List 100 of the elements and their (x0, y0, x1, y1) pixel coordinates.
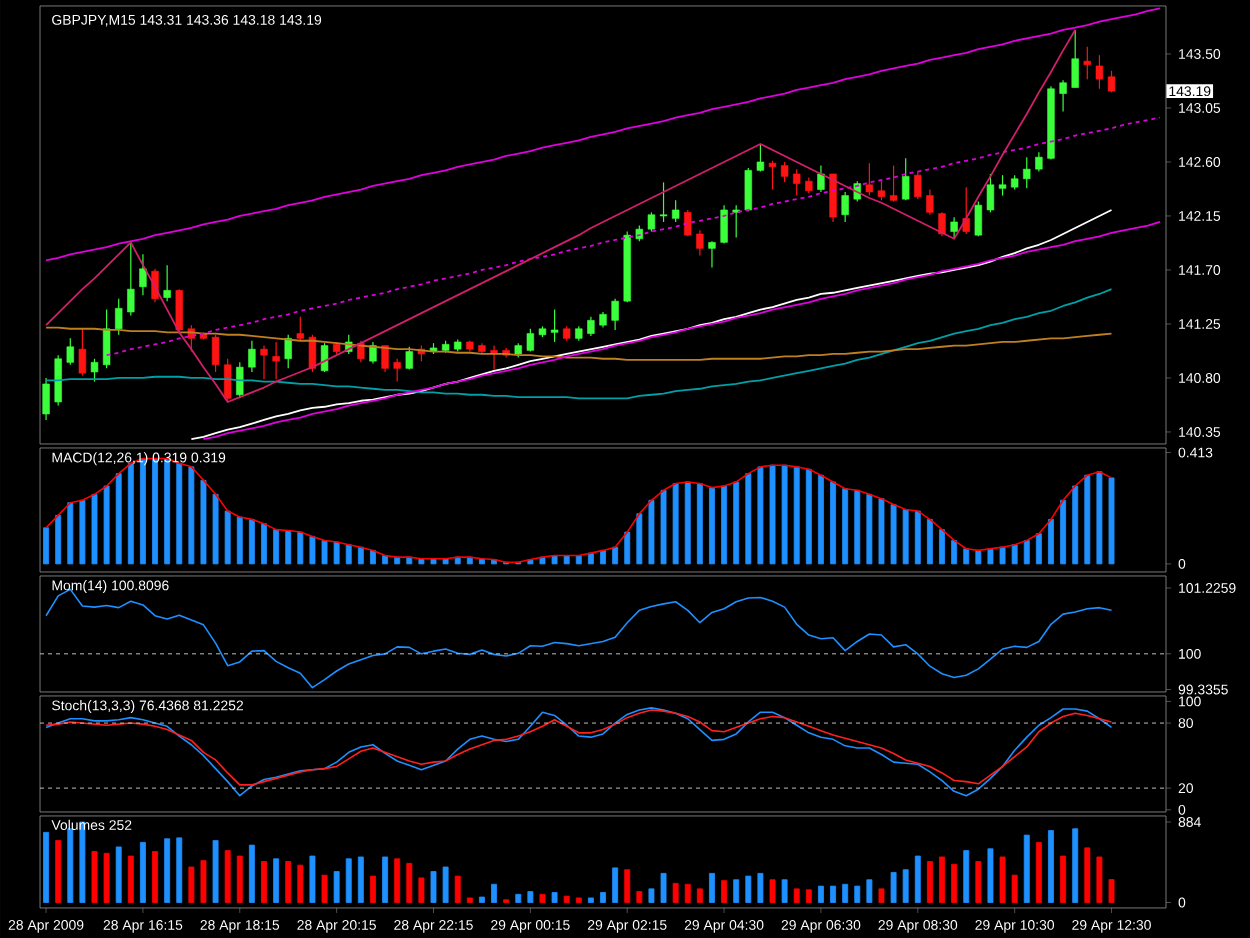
bar (1048, 519, 1054, 565)
bar (842, 488, 849, 565)
bar (769, 879, 776, 903)
candlestick (175, 288, 183, 335)
candlestick (1059, 79, 1067, 113)
candlestick (211, 334, 220, 373)
bar (1072, 485, 1079, 565)
candlestick (793, 168, 801, 197)
bar (757, 872, 764, 903)
candlestick (296, 316, 305, 342)
bar (91, 493, 98, 565)
bar (636, 513, 643, 565)
bar (805, 889, 812, 903)
bar (745, 473, 752, 565)
bar (224, 850, 231, 903)
bar (914, 855, 921, 903)
candlestick (163, 264, 171, 302)
candlestick (42, 377, 50, 421)
candlestick (671, 199, 680, 223)
candlestick (889, 164, 898, 203)
bar (660, 489, 667, 565)
bar (745, 875, 752, 903)
bar (67, 828, 74, 903)
bar (1023, 834, 1030, 903)
bar (1023, 540, 1030, 565)
candlestick (405, 346, 413, 371)
bar (394, 858, 401, 903)
bar (357, 856, 364, 903)
bar (370, 875, 376, 903)
bar (115, 846, 122, 903)
candlestick (1083, 46, 1091, 80)
bar (1108, 477, 1115, 565)
bar (648, 888, 655, 903)
candlestick (756, 143, 765, 173)
candlestick (914, 170, 922, 200)
candlestick (90, 358, 99, 383)
bar (382, 856, 389, 903)
bar (152, 851, 158, 903)
candlestick (1095, 54, 1104, 90)
bar (902, 509, 909, 565)
candlestick (127, 241, 135, 317)
bar (1048, 830, 1054, 903)
bar (769, 464, 776, 565)
candlestick (841, 191, 849, 223)
bar (248, 844, 255, 903)
bar (660, 872, 667, 903)
candlestick (986, 173, 995, 213)
bar (345, 858, 352, 903)
bar (224, 510, 231, 565)
bar (55, 514, 62, 565)
bar (43, 527, 50, 565)
bar (696, 483, 703, 565)
candlestick (223, 358, 232, 403)
bar (454, 875, 461, 903)
bar (963, 850, 970, 903)
bar (164, 838, 171, 903)
candlestick (659, 181, 668, 223)
bar (733, 879, 740, 903)
bar (999, 546, 1006, 565)
bar (1096, 471, 1103, 565)
bar (1108, 879, 1115, 903)
bar (127, 462, 134, 565)
bar (805, 468, 812, 565)
bar (273, 858, 280, 903)
bar (624, 531, 631, 565)
candlestick (102, 308, 111, 369)
bar (236, 516, 243, 565)
candlestick (236, 361, 244, 399)
candlestick (248, 340, 256, 373)
candlestick (817, 164, 825, 193)
candlestick (998, 174, 1007, 197)
bar (91, 851, 98, 903)
bar (951, 863, 958, 903)
bar (309, 855, 316, 903)
bar (781, 879, 788, 903)
bar (830, 885, 836, 903)
bar (430, 871, 437, 903)
bar (975, 861, 982, 903)
bar (709, 872, 715, 903)
candlestick (587, 316, 595, 337)
bar (830, 481, 836, 565)
bar (866, 493, 873, 565)
bar (261, 861, 267, 903)
bar (285, 861, 292, 903)
bar (176, 837, 183, 903)
bar (285, 530, 292, 565)
candlestick (732, 204, 740, 239)
bar (818, 885, 824, 903)
candlestick (272, 341, 280, 380)
bar (188, 866, 195, 903)
bar (491, 883, 497, 903)
bar (103, 852, 110, 903)
bar (818, 474, 824, 565)
bar (890, 872, 897, 903)
candlestick (974, 200, 983, 237)
candlestick (320, 342, 329, 373)
bar (515, 893, 522, 903)
bar (212, 493, 219, 565)
bar (878, 498, 885, 565)
candlestick (938, 211, 946, 237)
